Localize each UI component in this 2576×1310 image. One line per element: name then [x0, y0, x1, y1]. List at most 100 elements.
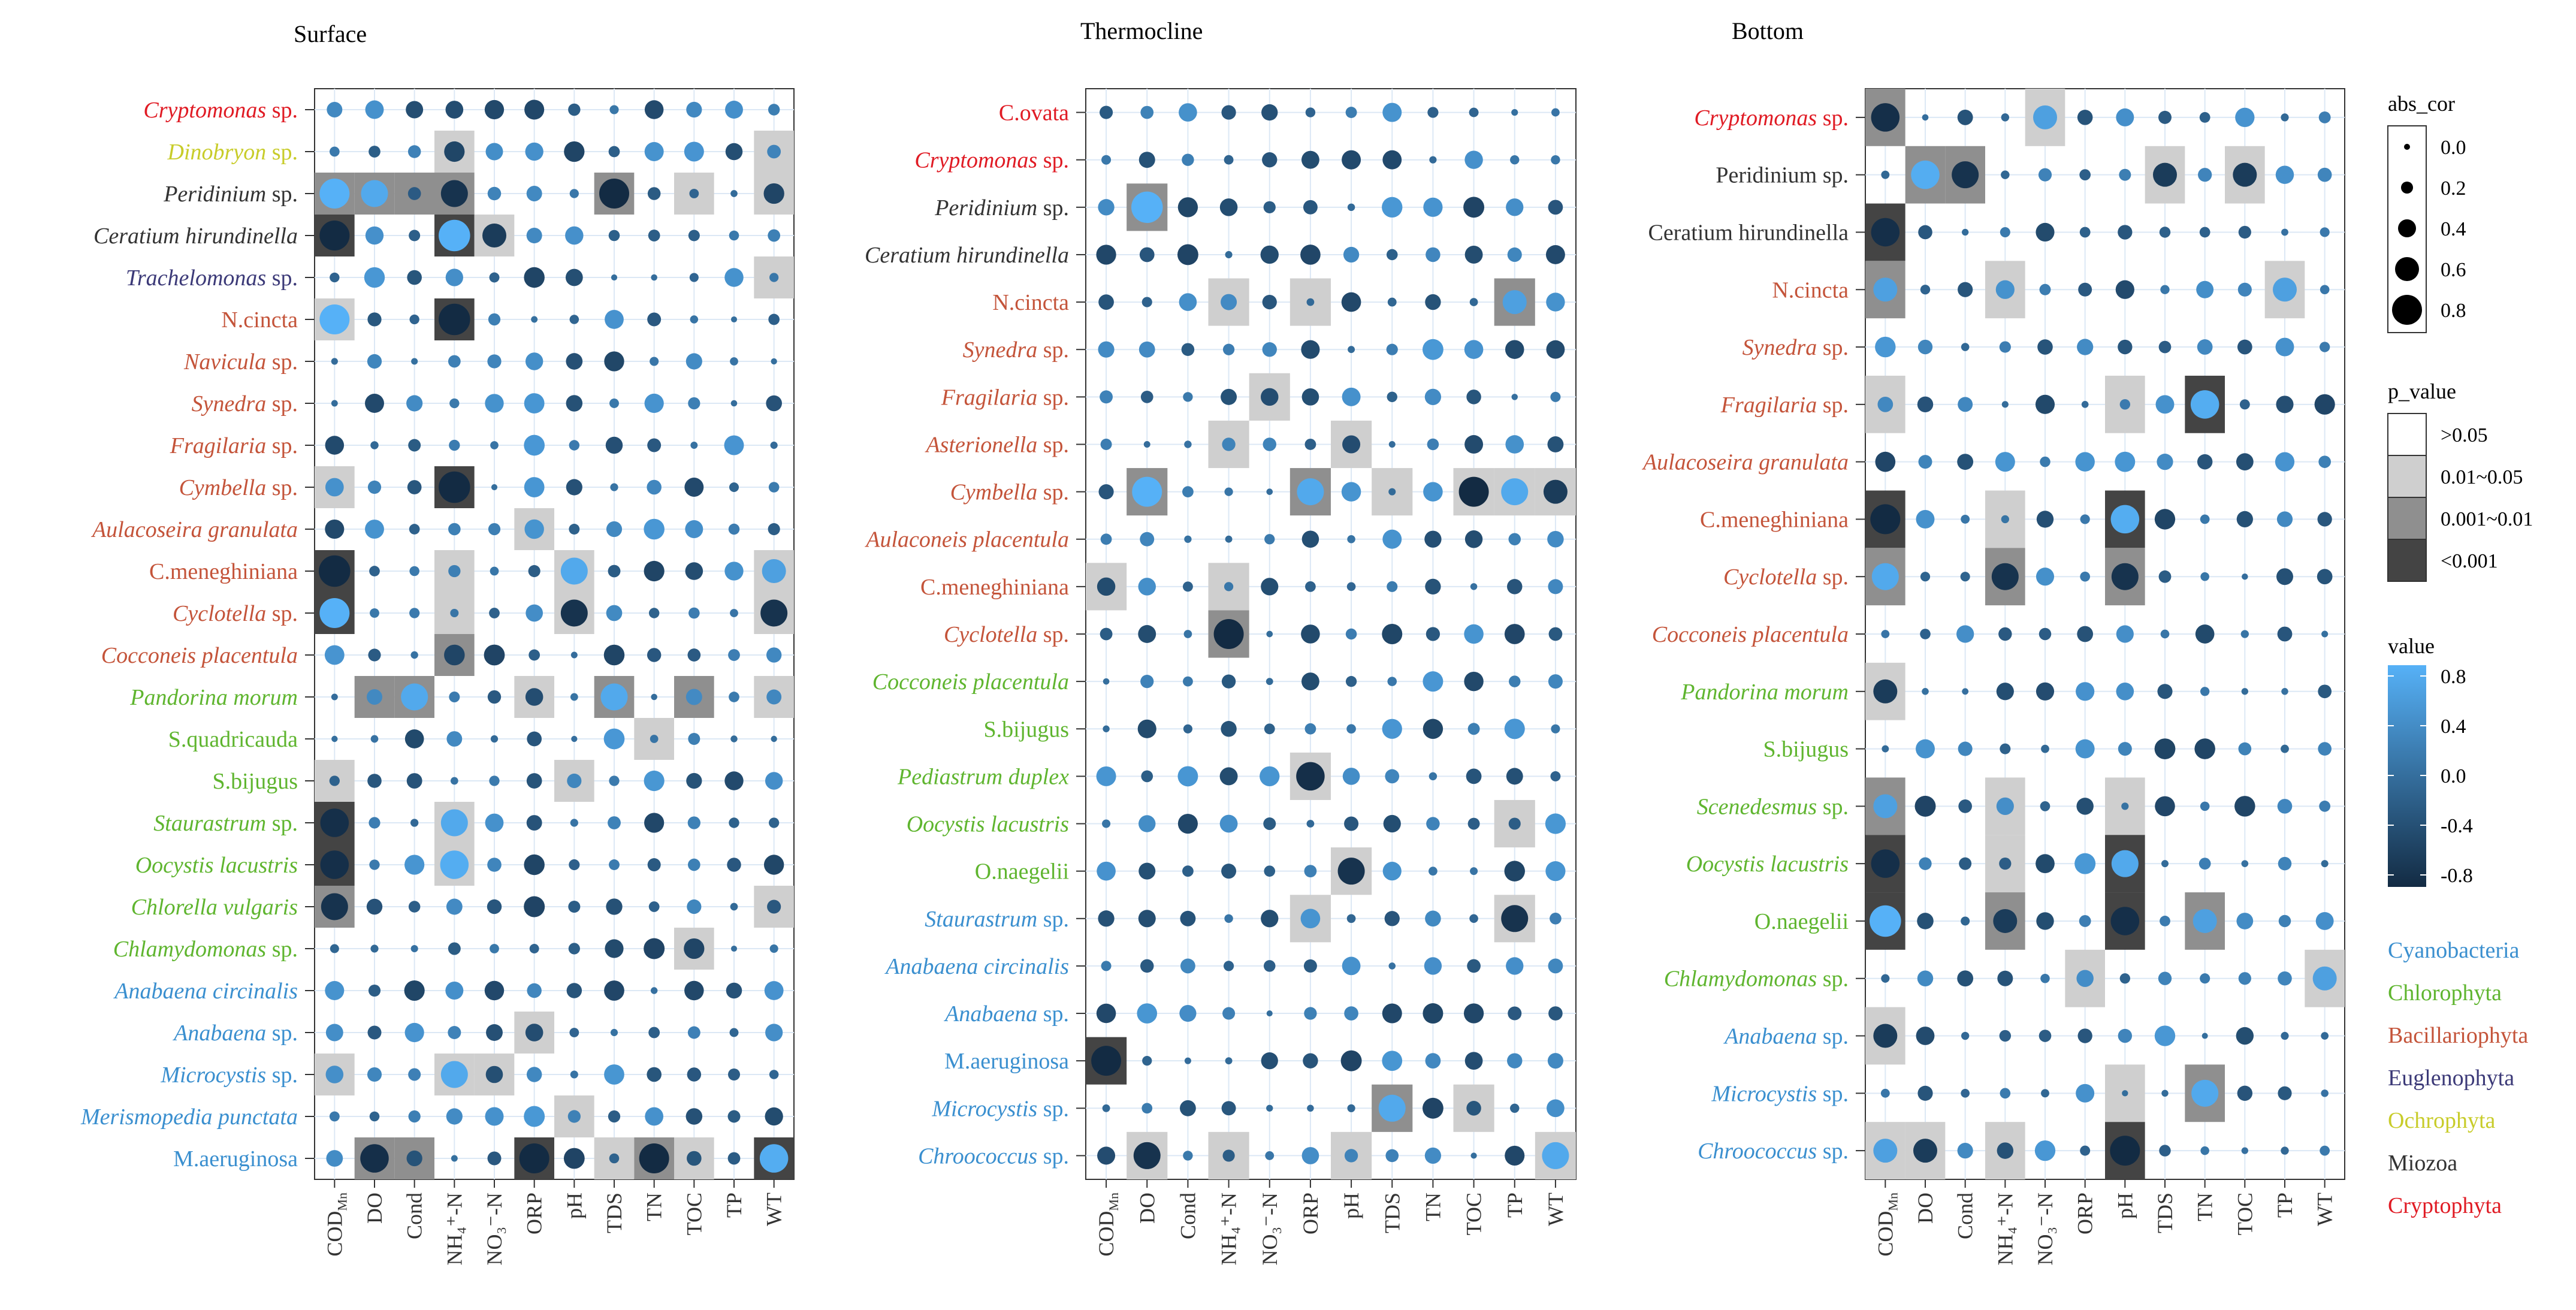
- corr-point: [563, 1148, 585, 1169]
- corr-point: [1504, 861, 1525, 882]
- corr-point: [2036, 682, 2055, 701]
- row-label: Anabaena sp.: [172, 1021, 298, 1046]
- corr-point: [685, 1108, 703, 1125]
- corr-point: [486, 1024, 503, 1041]
- corr-point: [608, 565, 621, 578]
- col-label: TN: [1421, 1193, 1445, 1221]
- row-label: Scenedesmus sp.: [1697, 794, 1849, 819]
- corr-point: [1426, 627, 1440, 641]
- corr-point: [1183, 392, 1193, 402]
- legend-p-swatch: [2387, 497, 2427, 540]
- corr-point: [768, 313, 780, 325]
- corr-point: [1548, 1006, 1563, 1021]
- corr-point: [1264, 865, 1276, 877]
- corr-point: [330, 944, 339, 953]
- corr-point: [1346, 582, 1356, 591]
- corr-point: [2153, 162, 2177, 187]
- corr-point: [1996, 797, 2014, 815]
- corr-point: [448, 942, 461, 955]
- corr-point: [1383, 814, 1401, 833]
- col-label: Cond: [1176, 1193, 1200, 1239]
- row-label: Aulacoseira granulata: [1641, 450, 1849, 475]
- legend-p-swatch: [2387, 455, 2427, 498]
- corr-point: [406, 395, 423, 412]
- corr-point: [768, 229, 781, 242]
- row-label: Pediastrum duplex: [897, 764, 1069, 789]
- corr-point: [726, 982, 742, 999]
- corr-point: [2195, 624, 2215, 644]
- corr-point: [2317, 512, 2332, 527]
- corr-point: [1916, 1027, 1935, 1045]
- legend: abs_cor 0.0 0.2 0.4 0.6 0.8 p_value >0.05 0.01~0…: [2387, 92, 2533, 1218]
- corr-point: [444, 644, 465, 666]
- corr-point: [1961, 515, 1970, 524]
- corr-point: [1423, 482, 1443, 502]
- row-label: Cryptomonas sp.: [1694, 105, 1849, 131]
- col-label: ORP: [523, 1193, 546, 1234]
- corr-point: [2157, 454, 2173, 470]
- col-label: TDS: [602, 1193, 626, 1233]
- corr-point: [1870, 905, 1901, 937]
- corr-point: [684, 141, 704, 162]
- corr-point: [1960, 572, 1970, 582]
- corr-point: [1301, 530, 1319, 548]
- corr-point: [325, 981, 345, 1000]
- corr-point: [2159, 1145, 2171, 1157]
- corr-point: [1548, 958, 1563, 974]
- corr-point: [651, 693, 657, 701]
- corr-point: [2119, 399, 2131, 410]
- corr-point: [2238, 972, 2251, 985]
- corr-point: [1182, 865, 1194, 877]
- corr-point: [1100, 627, 1113, 641]
- corr-point: [1548, 200, 1563, 215]
- corr-point: [1137, 1003, 1158, 1024]
- corr-point: [566, 353, 583, 370]
- corr-point: [1507, 1053, 1523, 1068]
- corr-point: [1342, 768, 1360, 785]
- corr-point: [766, 395, 782, 412]
- corr-point: [484, 99, 505, 120]
- corr-point: [2077, 626, 2094, 642]
- corr-point: [687, 1151, 702, 1166]
- corr-point: [1511, 108, 1518, 116]
- corr-point: [524, 393, 545, 413]
- row-label: S.quadricauda: [168, 727, 298, 752]
- corr-point: [769, 944, 778, 953]
- corr-point: [2321, 1032, 2329, 1040]
- row-label: C.ovata: [999, 101, 1069, 126]
- corr-point: [2194, 738, 2215, 759]
- legend-value-label: -0.4: [2441, 815, 2473, 837]
- corr-point: [1177, 813, 1198, 834]
- corr-point: [1096, 245, 1116, 265]
- corr-point: [2281, 228, 2288, 236]
- corr-point: [439, 219, 470, 252]
- col-label: NH₄⁺-N: [442, 1193, 466, 1266]
- legend-value-label: 0.4: [2441, 716, 2466, 738]
- row-label: Cocconeis placentula: [101, 643, 298, 668]
- corr-point: [1261, 104, 1278, 121]
- corr-point: [1999, 341, 2011, 353]
- legend-size-label: 0.8: [2441, 300, 2466, 322]
- corr-point: [1102, 1104, 1110, 1112]
- corr-point: [644, 393, 664, 413]
- corr-point: [1881, 170, 1890, 179]
- corr-point: [325, 1065, 344, 1083]
- corr-point: [1221, 864, 1237, 879]
- corr-point: [769, 817, 780, 828]
- corr-point: [2035, 394, 2055, 414]
- row-label: S.bijugus: [212, 769, 298, 794]
- corr-point: [1264, 723, 1275, 735]
- corr-point: [2115, 280, 2134, 299]
- corr-point: [1140, 959, 1154, 973]
- corr-point: [569, 524, 580, 535]
- corr-point: [326, 1150, 343, 1167]
- corr-point: [2190, 390, 2219, 419]
- col-label: ORP: [2073, 1193, 2097, 1234]
- corr-point: [567, 773, 582, 789]
- corr-point: [1221, 674, 1236, 689]
- corr-point: [406, 101, 424, 119]
- corr-point: [1306, 820, 1315, 828]
- row-label: Anabaena circinalis: [113, 979, 298, 1004]
- corr-point: [2116, 682, 2134, 701]
- corr-point: [489, 272, 500, 283]
